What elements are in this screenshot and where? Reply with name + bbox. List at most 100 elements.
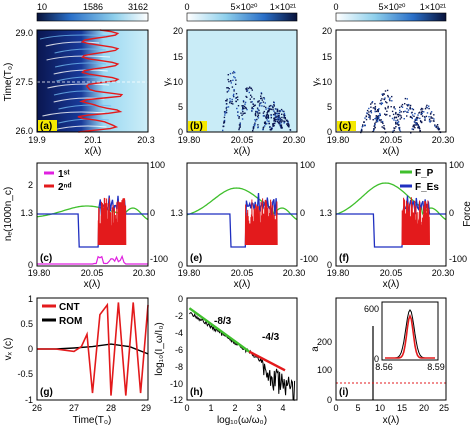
particle-dot [420,108,422,111]
y-tick: -1 [25,395,33,405]
streak [58,104,112,110]
particle-dot [381,120,384,123]
particle-dot [258,104,261,106]
particle-dot [415,118,418,120]
particle-dot [394,108,396,110]
particle-dot [254,104,256,107]
particle-dot [278,121,281,123]
particle-dot [284,120,286,122]
particle-dot [223,111,226,113]
particle-dot [269,108,272,110]
particle-dot [395,126,397,128]
density-red-spikes [244,198,278,246]
particle-dot [419,111,421,113]
particle-dot [257,117,260,119]
particle-dot [267,116,269,118]
particle-dot [278,112,280,115]
particle-dot [251,101,253,103]
panel-a-label: (a) [40,121,52,132]
particle-dot [411,114,414,116]
y-tick: -6 [175,345,183,355]
y-tick: 100 [317,365,332,375]
particle-dot [418,126,420,128]
x-tick: 20.30 [283,268,306,278]
x-axis-label: x(λ) [383,415,400,426]
y-tick: 2 [28,180,33,190]
particle-dot [268,110,270,113]
colorbar-b: 0 5×10²⁰ 1×10²¹ [184,2,298,22]
particle-dot [227,74,229,76]
particle-dot [377,110,379,112]
particle-dot [279,110,281,112]
x-tick: 19.80 [28,268,51,278]
particle-dot [286,123,288,125]
particle-dot [283,112,286,115]
particle-dot [266,112,268,114]
particle-dot [407,109,410,111]
particle-dot [223,119,226,122]
particle-dot [415,122,417,124]
particle-dot [242,100,245,102]
particle-dot [384,108,387,110]
particle-dot [253,105,255,107]
particle-dot [369,115,371,117]
particle-dot [381,102,384,104]
particle-dot [438,128,441,130]
particle-dot [279,110,281,113]
particle-dot [266,119,268,121]
x-tick: 10 [375,403,385,413]
particle-dot [263,110,265,113]
x-tick: 20.30 [133,268,156,278]
particle-dot [258,109,260,112]
x-tick: 20 [419,403,429,413]
particle-dot [276,113,279,115]
particle-dot [272,125,274,127]
particle-dot [233,95,235,98]
particle-dot [369,116,371,118]
particle-dot [268,105,271,107]
particle-dot [264,125,266,127]
right-y-tick: 100 [150,160,165,170]
x-tick: 19.9 [28,135,46,145]
particle-dot [278,122,280,124]
particle-dot [254,122,256,124]
particle-dot [430,112,432,114]
panel-label: (f) [339,253,349,264]
particle-dot [436,124,439,126]
particle-dot [395,123,397,125]
particle-dot [227,90,230,92]
particle-dot [377,109,379,111]
particle-dot [281,116,283,119]
x-axis-label: log₁₀(ω/ω₀) [217,415,267,426]
particle-dot [254,113,257,115]
particle-dot [265,114,268,116]
particle-dot [373,125,375,127]
particle-dot [413,126,415,128]
y-tick: 5 [178,102,183,112]
particle-dot [383,125,385,127]
particle-dot [242,107,244,109]
particle-dot [379,119,381,122]
particle-dot [376,117,378,119]
particle-dot [252,126,255,128]
particle-dot [375,115,377,117]
particle-dot [273,125,275,127]
particle-dot [374,127,376,129]
particle-dot [225,107,227,109]
particle-dot [235,93,238,95]
particle-dot [411,108,414,110]
particle-dot [404,97,407,100]
particle-dot [423,111,425,113]
particle-dot [395,121,397,124]
particle-dot [384,113,386,115]
particle-dot [428,116,430,118]
particle-dot [416,122,418,124]
particle-dot [231,98,233,101]
particle-dot [370,112,373,114]
particle-dot [270,128,273,131]
particle-dot [266,113,268,115]
particle-dot [245,88,248,91]
y-tick: 27.5 [15,77,33,87]
particle-dot [233,90,235,92]
particle-dot [276,110,279,112]
